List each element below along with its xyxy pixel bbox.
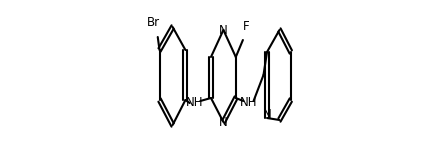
Text: N: N xyxy=(219,24,228,36)
Text: N: N xyxy=(219,116,228,128)
Text: N: N xyxy=(263,108,271,121)
Text: F: F xyxy=(243,20,250,34)
Text: Br: Br xyxy=(146,16,160,28)
Text: NH: NH xyxy=(186,97,204,109)
Text: NH: NH xyxy=(240,97,257,109)
